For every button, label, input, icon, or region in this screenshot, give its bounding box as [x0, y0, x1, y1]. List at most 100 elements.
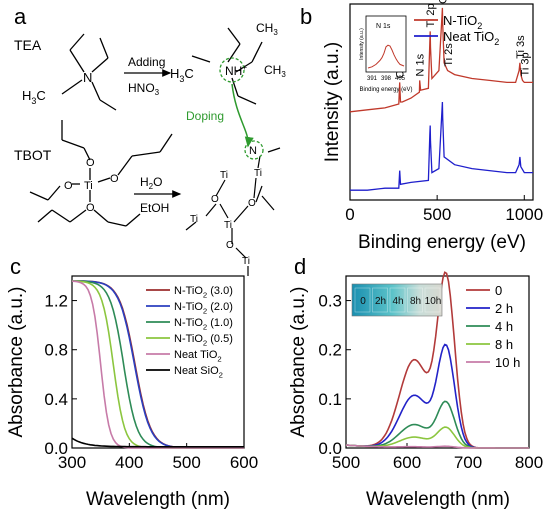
y-tick-label: 0.2: [318, 341, 342, 360]
legend-entry: 8 h: [495, 337, 513, 352]
legend-entry: N-TiO2 (3.0): [174, 285, 233, 299]
tbot-o-right: O: [110, 173, 119, 185]
tea-molecule: [61, 33, 117, 111]
tbot-molecule: [29, 120, 173, 227]
panel-d-frame: [345, 275, 530, 449]
adding-label: Adding: [128, 55, 165, 69]
legend-entry: 2 h: [495, 301, 513, 316]
network-o-1: O: [211, 194, 219, 205]
y-tick-label: 1.2: [44, 292, 68, 311]
series-line-4: [345, 444, 529, 449]
doping-arrow: [231, 83, 254, 148]
panel-b-inset-ylabel: Intensity (a.u.): [359, 28, 365, 60]
vial-label: 2h: [375, 296, 386, 307]
tea-label: TEA: [14, 37, 42, 53]
series-line-2: [345, 400, 529, 449]
panel-b-ylabel: Intensity (a.u.): [322, 42, 343, 162]
peak-label: Ti 3s: [515, 35, 527, 59]
y-tick-label: 0.4: [44, 390, 68, 409]
protonated-tea-molecule: [191, 27, 263, 105]
panel-label-c: c: [10, 254, 21, 279]
panel-d-xlabel: Wavelength (nm): [366, 489, 510, 510]
network-ti-center: Ti: [224, 220, 232, 231]
panel-c-x-ticks: 300 400 500 600: [58, 443, 258, 472]
panel-b-frame: [349, 3, 534, 201]
tbot-o-top: O: [86, 157, 95, 169]
legend-entry: N-TiO2 (2.0): [174, 301, 233, 315]
panel-b-inset-frame: [365, 15, 407, 73]
panel-b-series: [349, 7, 533, 191]
tio2-network: [185, 147, 281, 276]
h2o-label: H2O: [140, 175, 162, 191]
panel-c: c 0.0 0.4 0.8 1.2 300 400 500 600 N-TiO2 (3.0)…: [6, 254, 258, 510]
panel-d-series: [345, 271, 529, 449]
legend-entry: N-TiO2 (1.0): [174, 317, 233, 331]
panel-d-legend: 0 2 h 4 h 8 h 10 h: [466, 283, 520, 370]
legend-entry: 0: [495, 283, 502, 298]
inset-x-tick-label: 398: [381, 76, 392, 82]
legend-entry: Neat TiO2: [443, 29, 499, 47]
panel-b-inset-title: N 1s: [376, 23, 391, 30]
doping-ring-top: [219, 57, 245, 83]
legend-entry: Neat TiO2: [174, 349, 222, 363]
network-ti-3: Ti: [254, 168, 262, 179]
legend-entry: 10 h: [495, 355, 520, 370]
tea-h3c: H3C: [22, 88, 46, 106]
panel-b-inset-ticks: 391 398 405: [367, 76, 406, 82]
peak-label: O 1s: [437, 0, 449, 4]
y-tick-label: 0.8: [44, 341, 68, 360]
ch3-top: CH3: [256, 21, 278, 37]
y-tick-label: 0.0: [318, 439, 342, 458]
panel-b: b 0 500 1000 Binding energy (eV) Intensity…: [300, 0, 543, 253]
peak-label: Ti 3p: [519, 52, 531, 76]
series-line-1: [350, 101, 533, 191]
panel-c-y-ticks: 0.0 0.4 0.8 1.2: [44, 292, 77, 458]
tbot-label: TBOT: [14, 147, 52, 163]
vial: [407, 287, 423, 313]
vial: [424, 287, 441, 313]
doping-ring-network: [244, 140, 264, 160]
network-ti-4: Ti: [242, 256, 250, 267]
inset-series-line: [367, 44, 405, 69]
vial-label: 0: [360, 296, 366, 307]
inset-x-tick-label: 391: [367, 76, 378, 82]
network-o-3: O: [226, 240, 234, 251]
panel-d-ylabel: Absorbance (a.u.): [288, 286, 309, 437]
x-tick-label: 800: [515, 453, 543, 472]
x-tick-label: 700: [454, 453, 482, 472]
panel-b-inset-series: [367, 44, 405, 69]
vial-label: 4h: [392, 296, 403, 307]
etoh-label: EtOH: [140, 201, 169, 215]
peak-label: N 1s: [415, 53, 427, 76]
x-tick-label: 600: [230, 453, 258, 472]
nh-plus: NH+: [225, 63, 247, 78]
legend-entry: 4 h: [495, 319, 513, 334]
legend-entry: Neat SiO2: [174, 365, 223, 379]
tbot-o-left: O: [64, 180, 73, 192]
x-tick-label: 0: [345, 205, 354, 224]
tbot-ti: Ti: [84, 180, 93, 192]
panel-c-series: [71, 280, 244, 449]
peak-label: Ti 2p: [425, 3, 437, 27]
series-line-0: [349, 7, 533, 113]
panel-d-y-ticks: 0.0 0.1 0.2 0.3: [318, 292, 351, 458]
series-line-4: [71, 280, 244, 449]
panel-c-xlabel: Wavelength (nm): [86, 489, 230, 510]
panel-b-xlabel: Binding energy (eV): [358, 232, 526, 253]
legend-entry: N-TiO2: [443, 13, 482, 31]
protonated-h3c: H3C: [170, 66, 194, 84]
panel-b-x-ticks: 0 500 1000: [345, 195, 543, 224]
y-tick-label: 0.0: [44, 439, 68, 458]
panel-d-x-ticks: 500 600 700 800: [332, 443, 543, 472]
vial-label: 8h: [410, 296, 421, 307]
panel-c-ylabel: Absorbance (a.u.): [6, 286, 27, 437]
tbot-o-bottom: O: [86, 202, 95, 214]
panel-c-legend: N-TiO2 (3.0) N-TiO2 (2.0) N-TiO2 (1.0) N-Ti…: [146, 285, 233, 379]
vial: [389, 287, 406, 313]
hno3-label: HNO3: [128, 81, 160, 97]
y-tick-label: 0.1: [318, 390, 342, 409]
doping-label: Doping: [186, 109, 224, 123]
panel-d: d 0.0 0.1 0.2 0.3 500 600 700 800 0 2 h 4 h 8 h 10…: [288, 254, 543, 510]
